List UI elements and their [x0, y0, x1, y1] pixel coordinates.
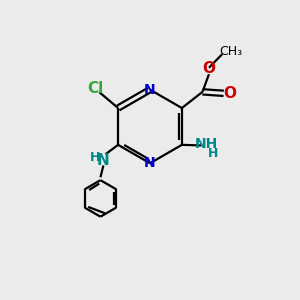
Text: H: H	[208, 147, 218, 160]
Text: N: N	[144, 156, 156, 170]
Text: NH: NH	[194, 137, 218, 151]
Text: H: H	[89, 151, 100, 164]
Text: O: O	[202, 61, 215, 76]
Text: N: N	[97, 153, 110, 168]
Text: N: N	[144, 82, 156, 97]
Text: Cl: Cl	[87, 80, 104, 95]
Text: O: O	[224, 86, 237, 101]
Text: CH₃: CH₃	[219, 45, 242, 58]
